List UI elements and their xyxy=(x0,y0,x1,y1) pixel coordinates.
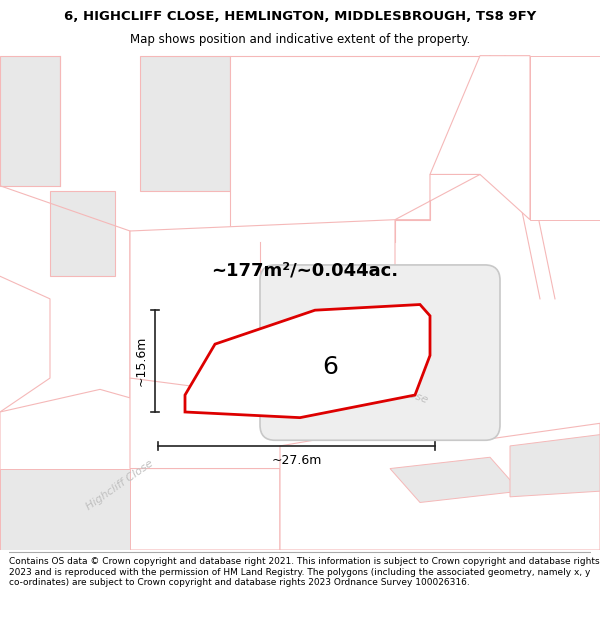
Polygon shape xyxy=(50,191,115,276)
Polygon shape xyxy=(430,56,530,219)
Text: Highcliff Close: Highcliff Close xyxy=(351,369,429,406)
Polygon shape xyxy=(390,458,520,503)
Polygon shape xyxy=(230,56,480,243)
Text: ~15.6m: ~15.6m xyxy=(134,336,148,386)
Polygon shape xyxy=(530,56,600,219)
Text: 6, HIGHCLIFF CLOSE, HEMLINGTON, MIDDLESBROUGH, TS8 9FY: 6, HIGHCLIFF CLOSE, HEMLINGTON, MIDDLESB… xyxy=(64,10,536,23)
Text: 6: 6 xyxy=(322,355,338,379)
Polygon shape xyxy=(185,304,430,418)
Polygon shape xyxy=(130,219,395,395)
Polygon shape xyxy=(130,344,490,469)
Text: ~27.6m: ~27.6m xyxy=(271,454,322,467)
Polygon shape xyxy=(0,56,60,186)
Text: Map shows position and indicative extent of the property.: Map shows position and indicative extent… xyxy=(130,32,470,46)
Polygon shape xyxy=(140,56,230,191)
Polygon shape xyxy=(0,469,130,550)
Polygon shape xyxy=(395,174,480,219)
Polygon shape xyxy=(510,434,600,497)
FancyBboxPatch shape xyxy=(260,265,500,440)
Polygon shape xyxy=(0,389,280,550)
Polygon shape xyxy=(280,423,600,550)
Text: Highcliff Close: Highcliff Close xyxy=(85,459,155,512)
Text: Contains OS data © Crown copyright and database right 2021. This information is : Contains OS data © Crown copyright and d… xyxy=(9,558,599,587)
Text: ~177m²/~0.044ac.: ~177m²/~0.044ac. xyxy=(211,262,398,279)
